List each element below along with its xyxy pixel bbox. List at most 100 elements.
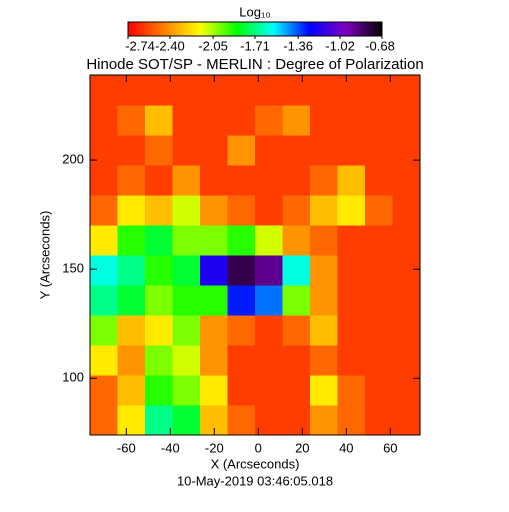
colorbar-tick-label: -2.74 [125, 38, 155, 53]
heatmap-cell [365, 285, 393, 316]
heatmap-cell [255, 105, 283, 136]
heatmap-cell [282, 75, 311, 106]
heatmap-cell [365, 255, 393, 286]
heatmap-cell [172, 195, 201, 226]
heatmap-cell [90, 135, 118, 166]
heatmap-cell [255, 225, 283, 256]
heatmap-cell [172, 345, 201, 376]
heatmap-cell [392, 195, 421, 226]
colorbar-tick-label: -1.36 [283, 38, 313, 53]
subtitle: 10-May-2019 03:46:05.018 [177, 473, 333, 488]
heatmap-cell [145, 285, 173, 316]
heatmap-cell [145, 315, 173, 346]
heatmap-cell [200, 195, 228, 226]
heatmap-cell [200, 165, 228, 196]
heatmap-cell [172, 255, 201, 286]
heatmap-cell [392, 375, 421, 406]
heatmap-cell [337, 195, 366, 226]
heatmap-cell [117, 105, 146, 136]
heatmap-cell [90, 195, 118, 226]
heatmap-cell [365, 75, 393, 106]
heatmap-cell [365, 405, 393, 436]
heatmap-cell [172, 315, 201, 346]
heatmap-cell [310, 75, 338, 106]
y-axis-label: Y (Arcseconds) [37, 211, 52, 300]
heatmap-cell [337, 375, 366, 406]
heatmap-cell [117, 255, 146, 286]
x-tick-label: 60 [383, 440, 397, 455]
heatmap-cell [227, 165, 256, 196]
heatmap-cell [282, 375, 311, 406]
heatmap-cell [392, 75, 421, 106]
heatmap-cell [117, 225, 146, 256]
heatmap-cell [337, 405, 366, 436]
chart-title: Hinode SOT/SP - MERLIN : Degree of Polar… [86, 56, 423, 73]
colorbar-tick-label: -2.40 [155, 38, 185, 53]
heatmap-cell [227, 345, 256, 376]
heatmap-cell [200, 135, 228, 166]
heatmap-cell [90, 375, 118, 406]
x-tick-label: 0 [255, 440, 262, 455]
heatmap [90, 75, 421, 436]
heatmap-cell [392, 225, 421, 256]
heatmap-cell [200, 225, 228, 256]
heatmap-cell [200, 375, 228, 406]
heatmap-cell [337, 225, 366, 256]
heatmap-cell [392, 255, 421, 286]
heatmap-cell [392, 345, 421, 376]
heatmap-cell [172, 405, 201, 436]
heatmap-cell [227, 105, 256, 136]
colorbar-label: Log₁₀ [239, 4, 270, 19]
heatmap-cell [282, 345, 311, 376]
heatmap-cell [117, 135, 146, 166]
heatmap-cell [172, 105, 201, 136]
heatmap-cell [90, 285, 118, 316]
heatmap-cell [90, 105, 118, 136]
heatmap-cell [310, 105, 338, 136]
heatmap-cell [145, 405, 173, 436]
heatmap-cell [392, 405, 421, 436]
heatmap-cell [310, 135, 338, 166]
heatmap-cell [227, 75, 256, 106]
heatmap-cell [337, 315, 366, 346]
heatmap-cell [310, 345, 338, 376]
heatmap-cell [117, 285, 146, 316]
heatmap-cell [227, 225, 256, 256]
heatmap-cell [392, 285, 421, 316]
heatmap-cell [90, 75, 118, 106]
heatmap-cell [227, 405, 256, 436]
heatmap-cell [227, 315, 256, 346]
y-tick-label: 150 [62, 261, 84, 276]
heatmap-cell [117, 375, 146, 406]
heatmap-cell [117, 405, 146, 436]
heatmap-cell [172, 375, 201, 406]
heatmap-cell [310, 375, 338, 406]
heatmap-cell [117, 195, 146, 226]
heatmap-cell [337, 285, 366, 316]
heatmap-cell [365, 105, 393, 136]
heatmap-cell [392, 315, 421, 346]
heatmap-cell [255, 345, 283, 376]
y-tick-label: 100 [62, 370, 84, 385]
heatmap-cell [282, 135, 311, 166]
heatmap-cell [90, 345, 118, 376]
heatmap-cell [172, 75, 201, 106]
heatmap-cell [145, 105, 173, 136]
plot-frame [89, 74, 421, 436]
heatmap-cell [255, 285, 283, 316]
colorbar [127, 21, 383, 37]
heatmap-cell [337, 75, 366, 106]
heatmap-cell [255, 255, 283, 286]
heatmap-cell [227, 255, 256, 286]
heatmap-cell [310, 165, 338, 196]
heatmap-cell [145, 345, 173, 376]
heatmap-cell [365, 225, 393, 256]
heatmap-cell [255, 405, 283, 436]
heatmap-cell [392, 165, 421, 196]
x-tick-label: 20 [295, 440, 309, 455]
heatmap-cell [117, 315, 146, 346]
heatmap-cell [365, 375, 393, 406]
heatmap-cell [365, 195, 393, 226]
heatmap-cell [145, 165, 173, 196]
